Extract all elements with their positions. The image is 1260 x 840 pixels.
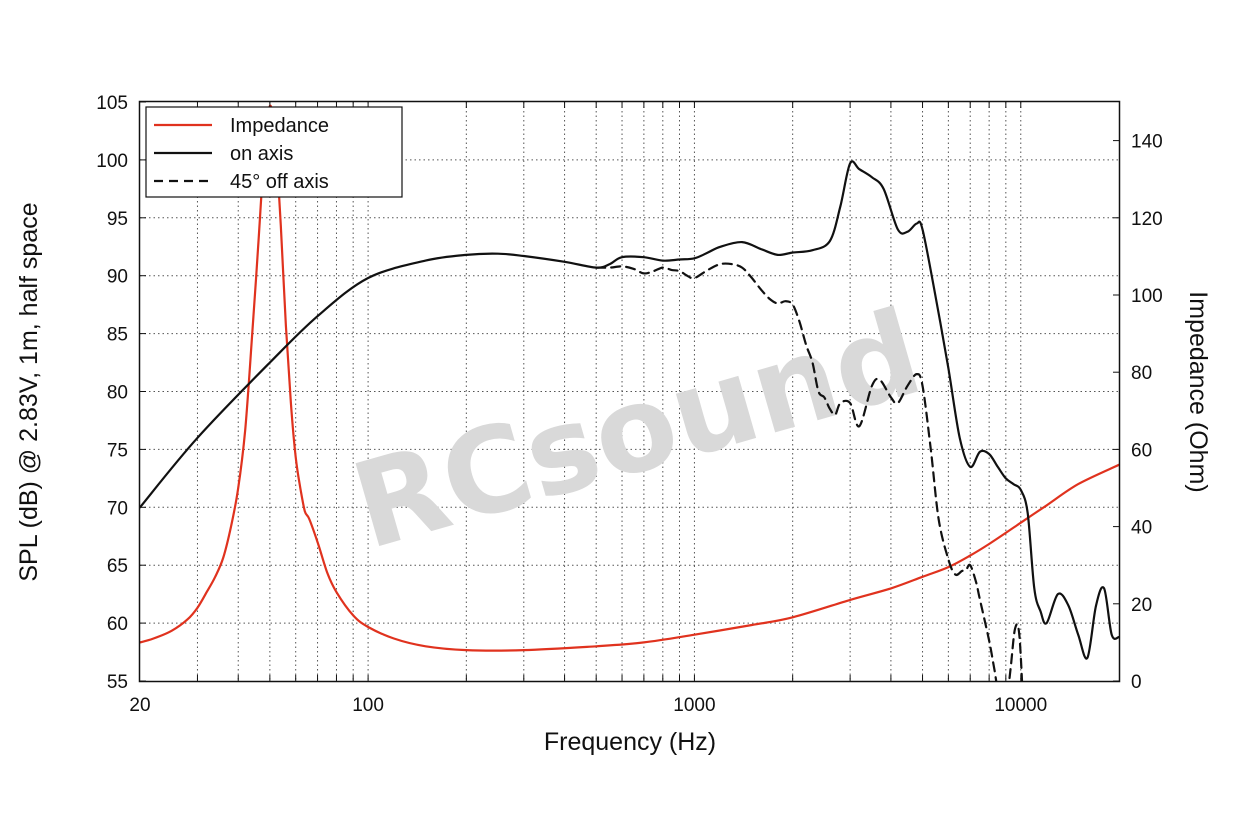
y-tick-label: 105 — [96, 93, 128, 114]
y-tick-label: 95 — [107, 209, 128, 230]
x-tick-label: 100 — [352, 695, 384, 716]
y-tick-label: 80 — [107, 383, 128, 404]
x-tick-label: 20 — [129, 695, 150, 716]
legend-label-impedance: Impedance — [230, 115, 329, 137]
series-line-impedance — [140, 104, 1119, 652]
y2-tick-label: 120 — [1131, 209, 1163, 230]
y2-tick-label: 60 — [1131, 440, 1152, 461]
legend-label-45-off-axis: 45° off axis — [230, 171, 329, 193]
y-tick-label: 75 — [107, 440, 128, 461]
y-tick-label: 70 — [107, 498, 128, 519]
y-axis-title: SPL (dB) @ 2.83V, 1m, half space — [15, 202, 43, 581]
y2-tick-label: 140 — [1131, 132, 1163, 153]
watermark-logo: RCsound — [339, 283, 936, 576]
series-line-on-axis — [140, 160, 1119, 660]
x-axis-title: Frequency (Hz) — [544, 728, 716, 756]
series-lines — [140, 104, 1119, 681]
legend: Impedance on axis 45° off axis — [145, 106, 403, 198]
y2-axis-title: Impedance (Ohm) — [1184, 291, 1212, 492]
y-tick-label: 55 — [107, 672, 128, 693]
x-tick-label: 10000 — [994, 695, 1047, 716]
x-tick-label: 1000 — [673, 695, 715, 716]
y-tick-label: 100 — [96, 151, 128, 172]
y-tick-label: 65 — [107, 556, 128, 577]
y-tick-label: 90 — [107, 267, 128, 288]
y-tick-label: 60 — [107, 614, 128, 635]
legend-label-on-axis: on axis — [230, 143, 293, 165]
axis-ticks: 55 60 65 70 75 80 85 90 95 100 105 0 20 40 60 80 100 120 1… — [96, 93, 1162, 716]
plot-frame — [138, 100, 1121, 683]
y-tick-label: 85 — [107, 325, 128, 346]
y2-tick-label: 40 — [1131, 518, 1152, 539]
series-line-45-off-axis — [595, 262, 1024, 681]
y2-tick-label: 0 — [1131, 672, 1142, 693]
y2-tick-label: 80 — [1131, 363, 1152, 384]
y2-tick-label: 100 — [1131, 286, 1163, 307]
y2-tick-label: 20 — [1131, 595, 1152, 616]
